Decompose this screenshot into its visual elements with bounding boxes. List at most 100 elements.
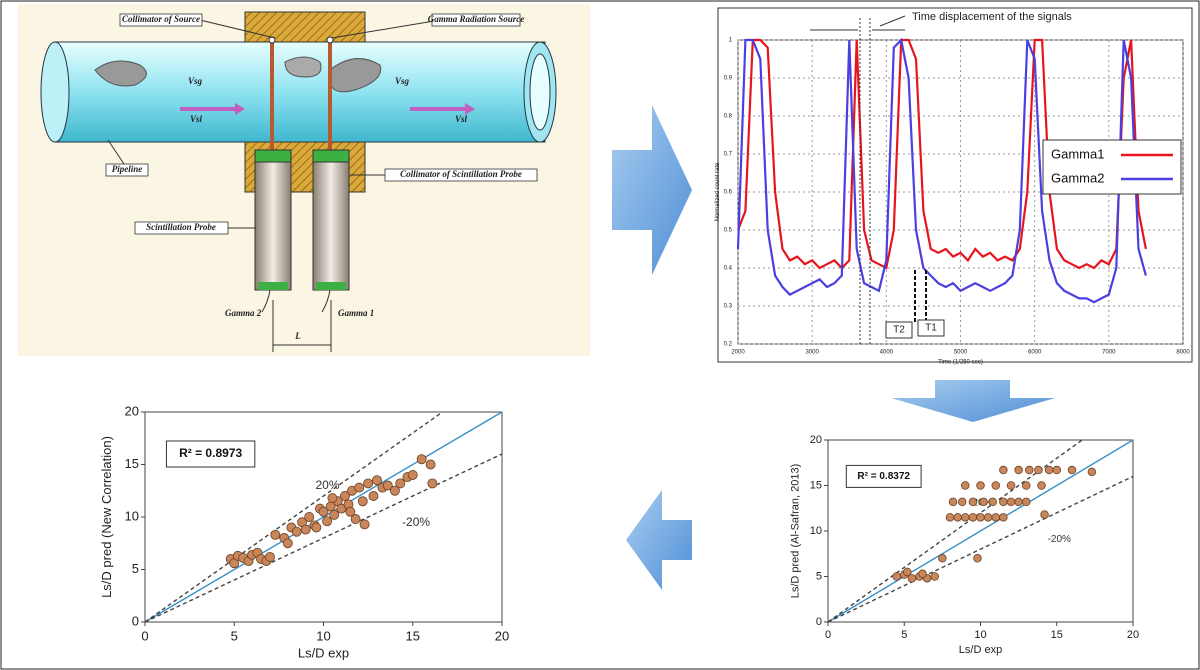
data-point [991, 481, 1001, 490]
y-tick-label: 15 [125, 456, 139, 471]
diagram-label: Vsg [188, 76, 203, 86]
data-point [999, 513, 1008, 522]
label-box [105, 163, 149, 177]
legend-label: Gamma1 [1051, 146, 1104, 161]
y-tick-label: 5 [132, 561, 139, 576]
legend-label: Gamma2 [1051, 170, 1104, 185]
data-point [1022, 481, 1031, 490]
y-tick-label: 0.7 [724, 152, 733, 158]
data-point [938, 554, 947, 563]
leader [331, 19, 441, 39]
annotation: R² = 0.8973 [179, 446, 242, 460]
x-axis-label: Ls/D exp [298, 645, 349, 660]
x-tick-label: 20 [495, 628, 509, 643]
data-point [991, 513, 1001, 522]
gas-bubble [328, 58, 382, 93]
data-point [968, 497, 978, 507]
source-collimator [244, 11, 366, 43]
data-point [427, 478, 438, 489]
data-point [1052, 465, 1062, 475]
label-box [885, 321, 913, 339]
y-tick-label: 5 [816, 570, 822, 582]
data-point [395, 478, 406, 489]
reference-line [144, 411, 443, 623]
data-point [979, 497, 988, 507]
data-point [345, 506, 356, 517]
pipe-end [40, 41, 70, 143]
data-point [389, 485, 400, 496]
flow-arrow [180, 103, 245, 115]
leader [879, 15, 906, 27]
annotation-box [845, 464, 922, 488]
source [326, 36, 334, 44]
data-point [1037, 481, 1046, 490]
data-point [961, 481, 970, 490]
data-point [363, 478, 374, 489]
x-tick-label: 5 [901, 629, 907, 641]
data-point [354, 482, 365, 493]
gas-bubble [94, 60, 147, 87]
data-point [282, 538, 293, 549]
y-tick-label: 0.4 [724, 266, 733, 272]
data-point [270, 529, 281, 540]
flow-arrow [891, 380, 1055, 422]
label-box [384, 168, 538, 182]
x-tick-label: 10 [974, 629, 986, 641]
label-box [431, 13, 521, 27]
flow-arrow [612, 105, 692, 275]
diagram-label: Collimator of Source [122, 14, 200, 24]
data-point [1034, 465, 1043, 475]
diagram-label: L [294, 331, 301, 341]
data-point [968, 513, 978, 522]
annotation: T1 [925, 323, 937, 334]
x-tick-label: 7000 [1102, 350, 1116, 356]
x-tick-label: 0 [141, 628, 148, 643]
data-point [953, 513, 962, 522]
data-point [957, 497, 967, 507]
diagram-label: Pipeline [112, 164, 143, 174]
y-axis-label: Ls/D pred (New Correlation) [99, 436, 114, 598]
y-tick-label: 0 [132, 613, 139, 628]
data-point [382, 480, 393, 491]
data-point [339, 491, 350, 501]
probe [312, 149, 350, 291]
diagram-label: Gamma Radiation Source [428, 14, 525, 24]
y-axis-label: Ls/D pred (Al-Safran, 2013) [790, 464, 802, 599]
y-tick-label: 0.8 [724, 114, 733, 120]
signal-line [736, 38, 1147, 270]
data-point [999, 465, 1008, 475]
y-tick-label: 0.6 [724, 190, 733, 196]
data-point [1025, 465, 1034, 475]
diagram-label: Vsl [190, 114, 203, 124]
data-point [407, 470, 418, 480]
signal-line [736, 37, 1147, 304]
data-point [1044, 465, 1054, 475]
x-tick-label: 10 [316, 628, 330, 643]
data-point [322, 516, 333, 527]
y-tick-label: 0.3 [724, 304, 733, 310]
cable [321, 289, 331, 313]
gas-bubble [284, 56, 322, 78]
reference-line [144, 411, 503, 623]
diagram-label: Gamma 2 [225, 308, 262, 318]
data-point [318, 506, 329, 517]
apparatus-diagram: Collimator of Source Gamma Radiation Sou… [18, 4, 590, 356]
label-box [917, 319, 945, 337]
data-point [973, 554, 982, 563]
annotation: Time displacement of the signals [912, 11, 1072, 23]
y-tick-label: 20 [810, 434, 822, 446]
reference-label: -20% [1048, 534, 1071, 545]
y-tick-label: 0.5 [724, 228, 733, 234]
data-point [357, 496, 368, 507]
x-tick-label: 0 [825, 629, 831, 641]
diagram-label: Gamma 1 [338, 308, 374, 318]
y-tick-label: 20 [125, 403, 139, 418]
data-point [300, 524, 311, 535]
data-point [948, 497, 958, 507]
data-point [976, 513, 985, 522]
data-point [945, 513, 955, 522]
reference-line [144, 453, 503, 623]
reference-label: -20% [402, 515, 430, 529]
data-point [1087, 467, 1097, 477]
y-tick-label: 15 [810, 479, 822, 491]
